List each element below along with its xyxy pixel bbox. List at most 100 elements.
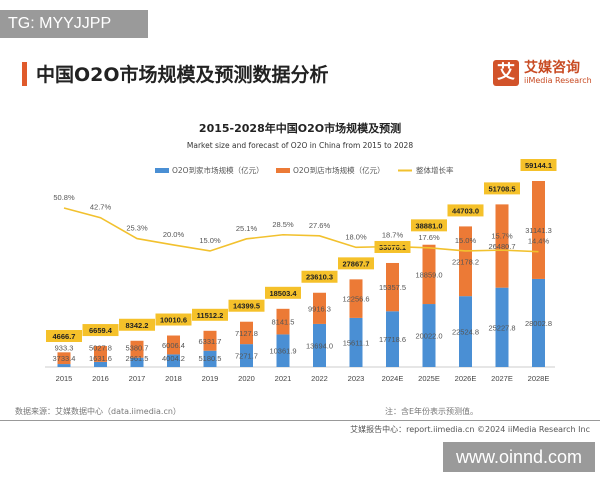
total-box (411, 219, 447, 232)
label-home: 10361.9 (269, 347, 296, 356)
label-home: 5180.5 (199, 354, 222, 363)
bar-home (495, 287, 509, 367)
label-growth: 20.0% (163, 230, 185, 239)
label-store: 7127.8 (235, 329, 258, 338)
label-home: 13694.0 (306, 341, 333, 350)
label-store: 9916.3 (308, 304, 331, 313)
total-box (192, 308, 228, 321)
legend-swatch-home (155, 168, 169, 173)
bar-store (532, 180, 545, 279)
label-growth: 14.4% (528, 237, 550, 246)
bar-store (167, 335, 180, 355)
label-growth: 50.8% (53, 193, 75, 202)
bar-store (495, 204, 509, 288)
bar-home (240, 344, 253, 367)
logo-cn: 艾媒咨询 (524, 60, 580, 76)
bar-home (203, 350, 217, 367)
label-total: 8342.2 (126, 321, 149, 330)
label-home: 28002.8 (525, 319, 552, 328)
label-store: 15357.5 (379, 283, 406, 292)
forecast-note: 注：含E年份表示预测值。 (385, 407, 479, 416)
bar-store (422, 244, 436, 305)
x-tick-label: 2025E (418, 374, 440, 383)
x-tick-label: 2018 (165, 374, 182, 383)
bar-home (459, 296, 472, 367)
label-store: 5027.8 (89, 344, 112, 353)
bar-home (313, 323, 326, 367)
legend-home: O2O到家市场规模（亿元） (172, 165, 264, 175)
legend-store: O2O到店市场规模（亿元） (293, 165, 385, 175)
legend-swatch-store (276, 168, 290, 173)
x-tick-label: 2021 (275, 374, 292, 383)
label-growth: 28.5% (272, 220, 294, 229)
label-store: 6331.7 (199, 337, 222, 346)
chart: 2015-2028年中国O2O市场规模及预测 Market size and f… (45, 121, 557, 383)
legend-growth: 整体增长率 (416, 165, 454, 175)
label-total: 6659.4 (89, 326, 113, 335)
label-total: 10010.6 (160, 316, 187, 325)
label-home: 933.3 (55, 344, 74, 353)
label-home: 2961.5 (126, 354, 149, 363)
label-total: 51708.5 (488, 184, 515, 193)
label-home: 20022.0 (415, 332, 442, 341)
bar-home (130, 357, 144, 367)
source-note: 数据来源：艾媒数据中心（data.iimedia.cn） (15, 407, 181, 416)
label-home: 7271.7 (235, 352, 258, 361)
title-accent (22, 62, 27, 86)
total-box (265, 286, 301, 299)
watermark-top: TG: MYYJJPP (0, 10, 148, 38)
x-tick-label: 2016 (92, 374, 109, 383)
divider (0, 420, 600, 421)
footer: 艾媒报告中心：report.iimedia.cn ©2024 iiMedia R… (350, 425, 590, 434)
legend: O2O到家市场规模（亿元） O2O到店市场规模（亿元） 整体增长率 (155, 165, 454, 175)
logo: 艾 艾媒咨询 iiMedia Research (493, 60, 592, 86)
label-growth: 42.7% (90, 203, 112, 212)
page-title: 中国O2O市场规模及预测数据分析 (36, 64, 329, 86)
label-store: 18859.0 (415, 270, 442, 279)
label-home: 17718.6 (379, 335, 406, 344)
label-total: 44703.0 (452, 206, 479, 215)
x-tick-label: 2019 (202, 374, 219, 383)
label-growth: 18.7% (382, 230, 404, 239)
label-store: 26480.7 (488, 242, 515, 251)
bar-home (94, 361, 107, 367)
x-tick-label: 2026E (455, 374, 477, 383)
label-store: 5380.7 (126, 344, 149, 353)
label-growth: 25.3% (126, 224, 148, 233)
bar-home (57, 364, 71, 367)
label-home: 22524.8 (452, 328, 479, 337)
label-store: 6006.4 (162, 341, 185, 350)
label-total: 59144.1 (525, 161, 552, 170)
growth-line (63, 207, 539, 253)
total-box (520, 158, 557, 171)
x-tick-label: 2023 (348, 374, 365, 383)
label-growth: 18.0% (345, 232, 367, 241)
total-box (338, 257, 374, 270)
total-box (301, 270, 338, 283)
label-store: 22178.2 (452, 257, 479, 266)
bar-home (386, 311, 399, 367)
label-total: 27867.7 (342, 259, 369, 268)
label-growth: 25.1% (236, 224, 258, 233)
label-home: 1631.6 (89, 354, 112, 363)
bar-store (386, 262, 399, 312)
chart-subtitle: Market size and forecast of O2O in China… (187, 141, 413, 150)
total-box (228, 299, 265, 312)
x-tick-label: 2022 (311, 374, 328, 383)
bar-store (240, 321, 253, 345)
logo-en: iiMedia Research (524, 76, 592, 85)
total-box (82, 324, 119, 337)
label-home: 15611.1 (343, 338, 370, 347)
bar-home (422, 304, 436, 367)
label-total: 14399.5 (233, 302, 260, 311)
label-store: 31141.3 (525, 226, 552, 235)
bar-store (57, 352, 71, 365)
label-total: 4666.7 (53, 332, 76, 341)
label-total: 18503.4 (269, 289, 297, 298)
x-tick-label: 2027E (491, 374, 513, 383)
bar-home (276, 334, 290, 367)
label-total: 33076.1 (379, 243, 406, 252)
label-home: 25227.8 (488, 323, 515, 332)
label-total: 38881.0 (415, 221, 442, 230)
bar-store (459, 226, 472, 297)
